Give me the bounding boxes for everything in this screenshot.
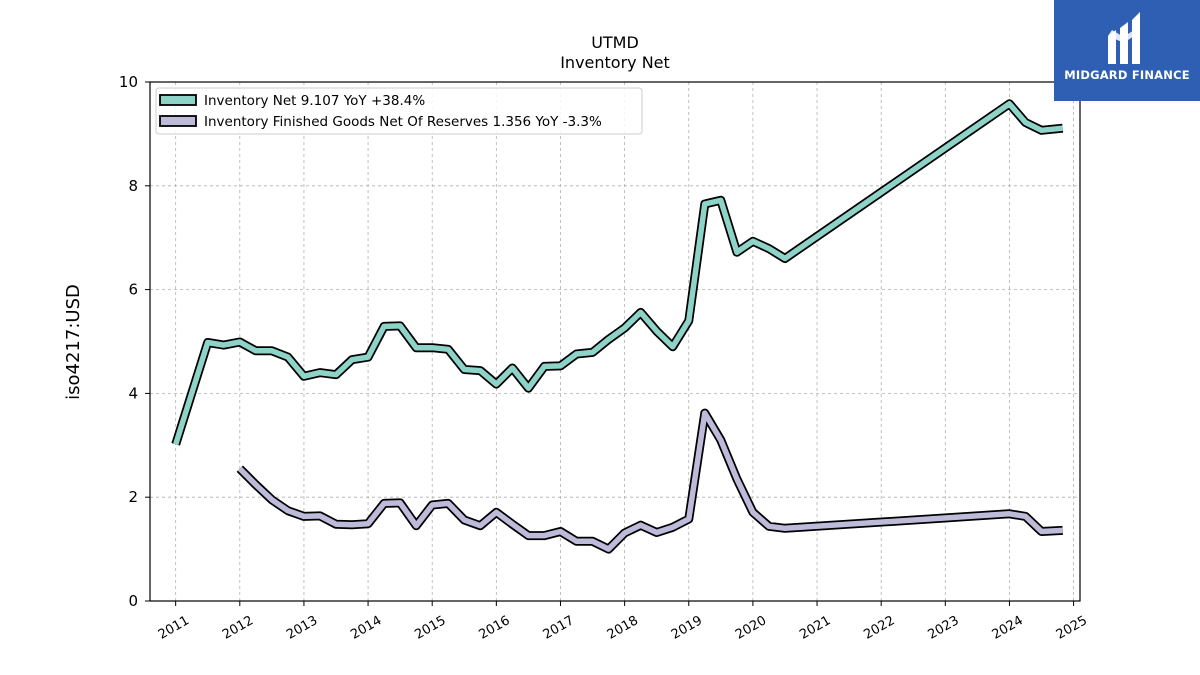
series-line-inventory-net — [173, 101, 1063, 446]
brand-name: MIDGARD FINANCE — [1064, 68, 1190, 82]
x-tick-label: 2014 — [348, 613, 384, 643]
plot-frame — [149, 81, 1081, 602]
legend: Inventory Net 9.107 YoY +38.4% Inventory … — [155, 87, 643, 135]
y-tick-label: 6 — [128, 281, 138, 299]
x-tick-label: 2011 — [156, 613, 192, 643]
y-axis-label: iso4217:USD — [63, 284, 84, 400]
x-tick-label: 2018 — [605, 613, 641, 643]
x-tick-label: 2020 — [733, 613, 769, 643]
y-tick-label: 4 — [128, 384, 138, 402]
x-tick-label: 2013 — [284, 613, 320, 643]
legend-label-inventory-net: Inventory Net 9.107 YoY +38.4% — [204, 93, 425, 109]
y-tick-label: 8 — [128, 177, 138, 195]
x-tick-label: 2017 — [541, 613, 577, 643]
chart-subtitle: Inventory Net — [560, 53, 670, 72]
x-tick-label: 2025 — [1054, 613, 1090, 643]
legend-label-finished-goods: Inventory Finished Goods Net Of Reserves… — [204, 114, 602, 130]
x-tick-label: 2015 — [412, 613, 448, 643]
x-tick-label: 2021 — [797, 613, 833, 643]
legend-box — [155, 87, 643, 135]
series-line-finished-goods — [237, 410, 1063, 552]
y-tick-label: 2 — [128, 488, 138, 506]
series-layer — [171, 99, 1064, 554]
y-tick-label: 0 — [128, 592, 138, 610]
x-tick-label: 2016 — [477, 613, 513, 643]
x-tick-label: 2012 — [220, 613, 256, 643]
midgard-m-logo-icon — [1108, 12, 1140, 64]
y-tick-label: 10 — [119, 73, 138, 91]
x-tick-label: 2023 — [925, 613, 961, 643]
x-tick-label: 2024 — [990, 613, 1026, 643]
chart-title: UTMD — [591, 33, 639, 52]
x-tick-label: 2022 — [861, 613, 897, 643]
brand-logo: MIDGARD FINANCE — [1054, 0, 1200, 101]
grid-lines — [150, 81, 1080, 602]
x-tick-label: 2019 — [669, 613, 705, 643]
legend-swatch-finished-goods — [159, 115, 197, 127]
legend-swatch-inventory-net — [159, 94, 197, 106]
axis-ticks: 2011 2012 2013 2014 2015 2016 2017 2018 2019 2020… — [119, 73, 1090, 643]
